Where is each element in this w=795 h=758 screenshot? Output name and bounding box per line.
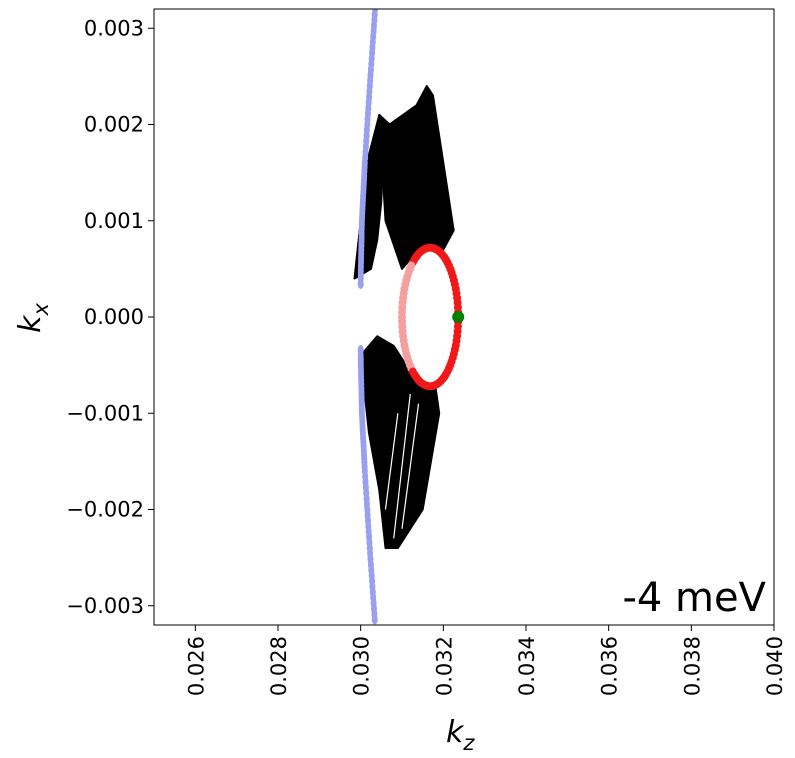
arrow-streak-3 — [384, 413, 399, 510]
x-axis-label-base: k — [446, 715, 465, 750]
x-axis-label-sub: z — [462, 731, 475, 755]
x-tick-label: 0.028 — [267, 636, 291, 696]
blue-point — [357, 279, 364, 289]
x-tick-label: 0.040 — [763, 636, 787, 696]
y-axis-label-base: k — [13, 314, 48, 333]
x-axis-label: kz — [446, 715, 475, 755]
y-tick-label: 0.002 — [84, 113, 144, 137]
y-tick-label: −0.001 — [66, 401, 144, 425]
y-axis-label-sub: x — [29, 303, 53, 317]
green-marker — [452, 311, 465, 323]
y-tick-label: 0.003 — [84, 16, 144, 40]
x-tick-label: 0.030 — [350, 636, 374, 696]
arrow-streak-1 — [393, 393, 411, 539]
axes: 0.026 0.028 0.030 0.032 0.034 0.036 0.038 0.040… — [66, 8, 787, 696]
plot-content — [353, 9, 465, 625]
y-tick-label: 0.001 — [84, 209, 144, 233]
x-tick-label: 0.032 — [432, 636, 456, 696]
blue-point — [371, 614, 378, 625]
x-tick-label: 0.034 — [515, 636, 539, 696]
y-tick-label: −0.003 — [66, 594, 144, 618]
arrow-streak-2 — [401, 403, 420, 529]
plot-area — [353, 9, 465, 625]
energy-annotation: -4 meV — [622, 575, 766, 621]
y-tick-label: 0.000 — [84, 305, 144, 329]
arrow-region-2 — [378, 85, 455, 270]
y-axis-label: kx — [13, 303, 53, 333]
x-tick-label: 0.026 — [184, 636, 208, 696]
x-tick-label: 0.036 — [598, 636, 622, 696]
arrow-region-3 — [359, 335, 441, 549]
x-tick-label: 0.038 — [680, 636, 704, 696]
y-tick-label: −0.002 — [66, 498, 144, 522]
